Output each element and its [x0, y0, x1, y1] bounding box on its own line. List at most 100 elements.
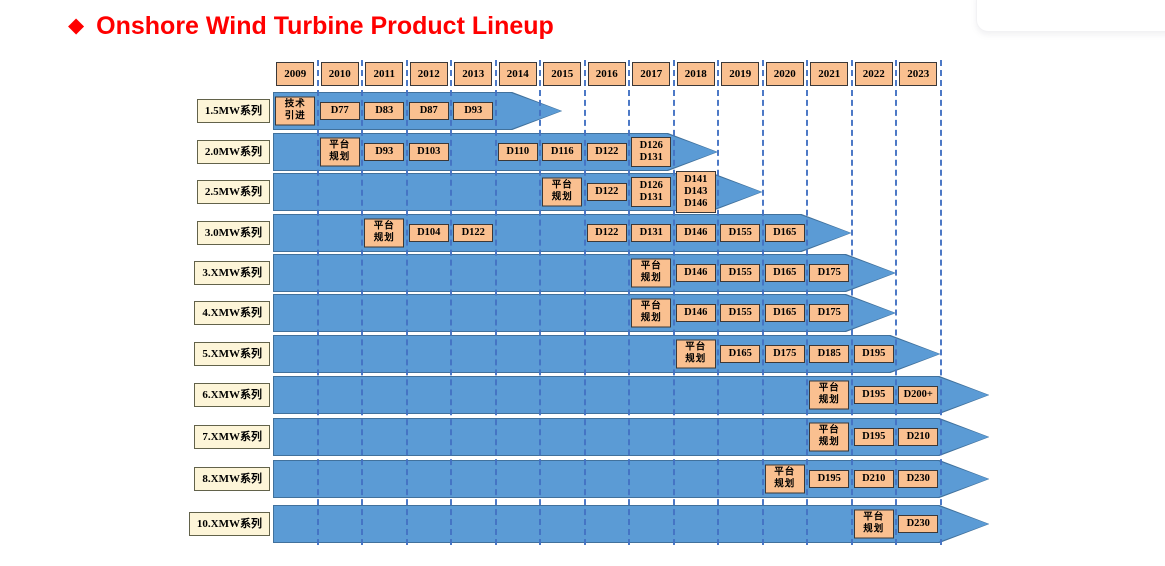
model-box: D146 — [675, 224, 716, 242]
model-box: 平台 规划 — [809, 422, 850, 452]
model-box: D77 — [319, 102, 360, 120]
model-box: D165 — [764, 224, 805, 242]
model-box-line: D185 — [817, 348, 841, 359]
model-box: 平台 规划 — [809, 380, 850, 410]
series-arrow — [273, 418, 989, 456]
year-grid-dashline — [361, 60, 363, 545]
series-label: 3.XMW系列 — [194, 261, 270, 285]
model-box: D93 — [453, 102, 494, 120]
model-box-line: D126 — [639, 180, 663, 191]
year-box: 2014 — [498, 62, 537, 86]
year-grid-dashline — [761, 60, 764, 545]
model-box: D83 — [364, 102, 405, 120]
year-grid-dashline — [939, 60, 942, 545]
model-box-line: D155 — [728, 227, 752, 238]
model-box-line: D122 — [595, 227, 619, 238]
model-box: D155 — [720, 304, 761, 322]
model-box-line: D155 — [728, 267, 752, 278]
model-box: 平台 规划 — [631, 298, 672, 328]
model-box: 平台 规划 — [319, 137, 360, 167]
series-label: 5.XMW系列 — [194, 342, 270, 366]
series-label: 3.0MW系列 — [196, 221, 270, 245]
model-box-line: 平台 — [551, 180, 573, 191]
model-box: D131 — [631, 224, 672, 242]
model-box-line: D230 — [906, 518, 930, 529]
top-right-card — [976, 0, 1165, 32]
model-box-line: 规划 — [774, 479, 796, 489]
model-box-line: D146 — [684, 307, 708, 318]
model-box-line: D122 — [461, 227, 485, 238]
model-box: 技术 引进 — [275, 96, 316, 126]
model-box-line: D200+ — [903, 389, 933, 400]
model-box: D146 — [675, 304, 716, 322]
year-box: 2011 — [365, 62, 404, 86]
model-box: D185 — [809, 345, 850, 363]
model-box: D195 — [853, 386, 894, 404]
model-box-line: 平台 — [774, 467, 796, 478]
page-title: Onshore Wind Turbine Product Lineup — [96, 12, 554, 40]
model-box-line: 技术 — [284, 99, 306, 110]
model-box-line: D165 — [728, 348, 752, 359]
model-box-line: D195 — [817, 473, 841, 484]
series-label: 6.XMW系列 — [194, 383, 270, 407]
model-box-line: 规划 — [551, 192, 573, 202]
model-box-line: D165 — [773, 227, 797, 238]
model-box-line: 平台 — [373, 221, 395, 232]
model-box: D230 — [898, 470, 939, 488]
model-box: D195 — [853, 428, 894, 446]
year-grid-dashline — [494, 60, 497, 545]
model-box-line: 引进 — [284, 111, 306, 121]
model-box: D122 — [586, 224, 627, 242]
model-box: D87 — [408, 102, 449, 120]
year-box: 2019 — [721, 62, 760, 86]
model-box: 平台 规划 — [364, 218, 405, 248]
series-label: 8.XMW系列 — [194, 467, 270, 491]
model-box-line: 规划 — [685, 354, 707, 364]
series-label: 1.5MW系列 — [196, 99, 270, 123]
model-box-line: D146 — [684, 267, 708, 278]
model-box: D104 — [408, 224, 449, 242]
model-box: D165 — [764, 304, 805, 322]
model-box: D155 — [720, 264, 761, 282]
model-box: D175 — [764, 345, 805, 363]
model-box: D195 — [853, 345, 894, 363]
model-box-line: D210 — [906, 431, 930, 442]
model-box-line: 规划 — [640, 273, 662, 283]
model-box-line: 规划 — [373, 233, 395, 243]
model-box-line: 规划 — [863, 524, 885, 534]
model-box: 平台 规划 — [631, 258, 672, 288]
model-box-line: D230 — [906, 473, 930, 484]
model-box-line: D195 — [862, 431, 886, 442]
year-grid-dashline — [806, 60, 808, 545]
model-box: D141 D143 D146 — [675, 171, 716, 213]
year-box: 2018 — [676, 62, 715, 86]
model-box-line: 平台 — [685, 342, 707, 353]
series-label: 2.0MW系列 — [196, 140, 270, 164]
model-box: 平台 规划 — [675, 339, 716, 369]
year-box: 2015 — [543, 62, 582, 86]
model-box-line: D116 — [550, 146, 574, 157]
model-box-line: D175 — [817, 307, 841, 318]
model-box-line: D210 — [862, 473, 886, 484]
model-box-line: D131 — [639, 152, 663, 163]
year-box: 2023 — [899, 62, 938, 86]
model-box-line: D175 — [817, 267, 841, 278]
model-box-line: 规划 — [329, 152, 351, 162]
model-box-line: 平台 — [329, 140, 351, 151]
year-grid-dashline — [628, 60, 630, 545]
model-box: 平台 规划 — [764, 464, 805, 494]
model-box: D210 — [898, 428, 939, 446]
model-box: 平台 规划 — [853, 509, 894, 539]
model-box: D146 — [675, 264, 716, 282]
page-title-row: ◆ Onshore Wind Turbine Product Lineup — [68, 8, 554, 44]
model-box-line: D143 — [684, 186, 708, 197]
year-box: 2013 — [454, 62, 493, 86]
year-grid-dashline — [850, 60, 853, 545]
model-box-line: 规划 — [818, 395, 840, 405]
year-box: 2009 — [276, 62, 315, 86]
model-box-line: 规划 — [640, 313, 662, 323]
model-box: D195 — [809, 470, 850, 488]
model-box-line: D122 — [595, 146, 619, 157]
model-box: D175 — [809, 264, 850, 282]
